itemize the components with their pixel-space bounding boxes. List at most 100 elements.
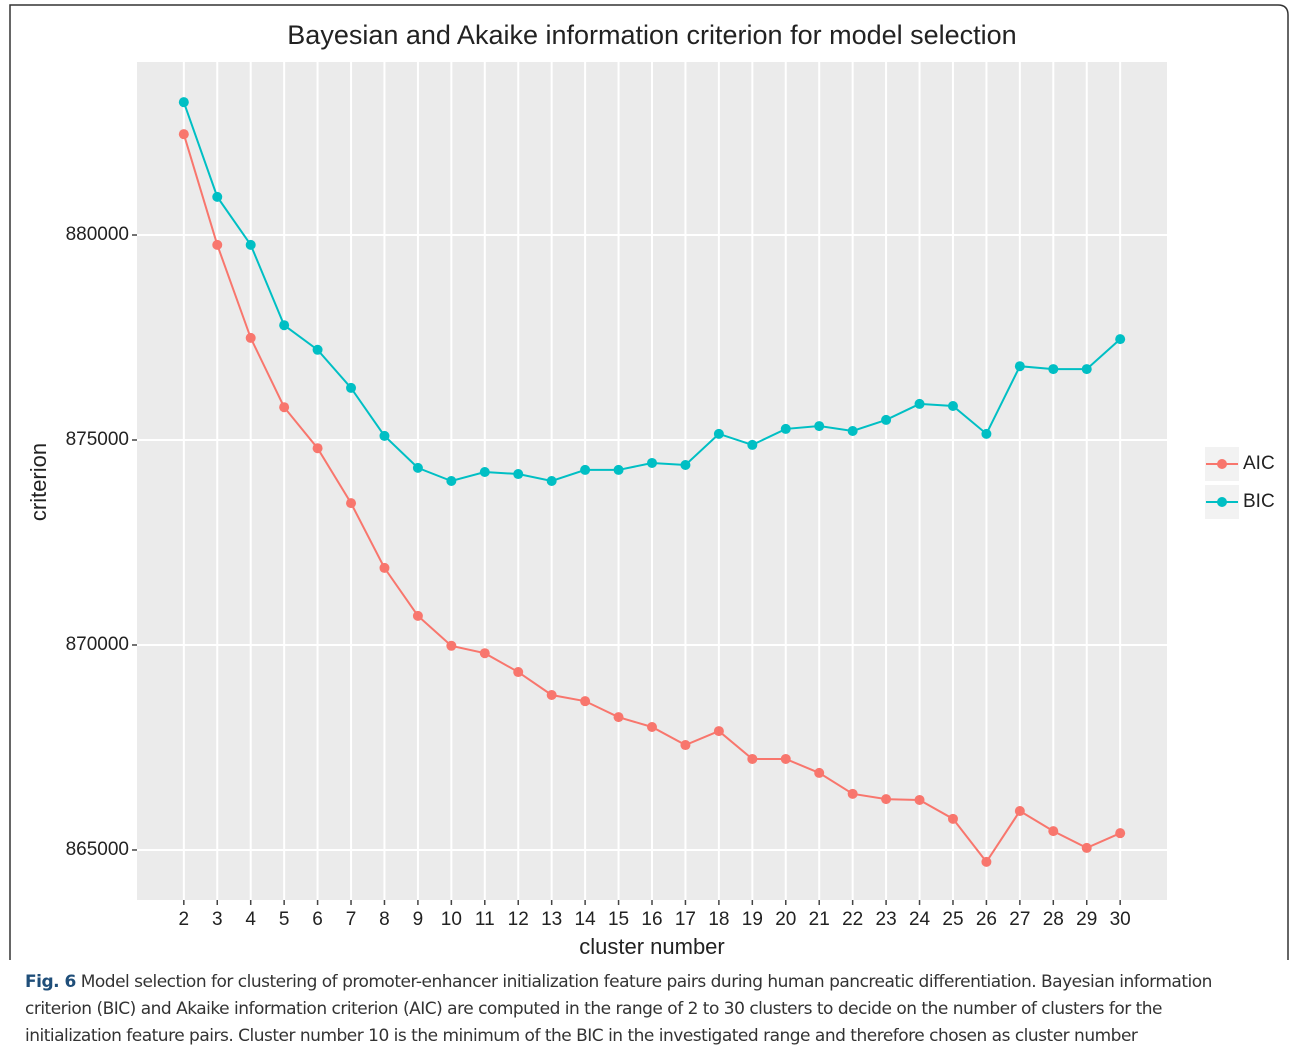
point	[1081, 364, 1092, 375]
x-tick-label: 4	[245, 909, 256, 930]
x-tick-label: 26	[976, 909, 997, 930]
point	[747, 439, 758, 450]
point	[981, 428, 992, 439]
point	[1014, 361, 1025, 372]
point	[446, 640, 457, 651]
x-tick-label: 17	[675, 909, 696, 930]
x-tick-label: 23	[876, 909, 897, 930]
point	[1081, 842, 1092, 853]
caption-line: criterion (BIC) and Akaike information c…	[25, 999, 1163, 1019]
x-tick-label: 15	[608, 909, 629, 930]
point	[212, 239, 223, 250]
point	[513, 469, 524, 480]
point	[914, 794, 925, 805]
caption-text: Model selection for clustering of promot…	[80, 972, 1213, 992]
x-tick-label: 24	[909, 909, 931, 930]
point	[780, 423, 791, 434]
point	[245, 239, 256, 250]
point	[479, 466, 490, 477]
x-tick-label: 20	[775, 909, 796, 930]
x-tick-label: 25	[942, 909, 963, 930]
point	[814, 421, 825, 432]
point	[780, 753, 791, 764]
point	[881, 794, 892, 805]
y-tick-label: 875000	[66, 429, 129, 450]
caption-line: Fig. 6 Model selection for clustering of…	[25, 972, 1212, 992]
x-tick-label: 29	[1076, 909, 1097, 930]
point	[479, 648, 490, 659]
x-tick-label: 18	[708, 909, 729, 930]
point	[446, 476, 457, 486]
x-tick-label: 30	[1110, 909, 1131, 930]
point	[713, 726, 724, 737]
point	[881, 414, 892, 425]
frame	[9, 4, 1289, 960]
point	[914, 398, 925, 409]
point	[279, 402, 290, 413]
point	[680, 740, 691, 751]
point	[647, 457, 657, 468]
point	[412, 610, 423, 621]
point	[379, 562, 390, 573]
legend-dot	[1217, 497, 1227, 507]
x-tick-label: 3	[212, 909, 223, 930]
y-tick-label: 870000	[66, 634, 129, 655]
x-tick-label: 27	[1009, 909, 1030, 930]
legend-dot	[1217, 459, 1227, 469]
x-tick-label: 19	[742, 909, 763, 930]
point	[346, 382, 357, 393]
x-tick-label: 2	[179, 909, 190, 930]
point	[178, 129, 189, 140]
point	[1115, 828, 1126, 839]
x-axis-title: cluster number	[579, 934, 725, 959]
x-tick-label: 11	[475, 909, 495, 930]
point	[546, 690, 557, 701]
x-tick-label: 13	[541, 909, 562, 930]
point	[580, 464, 591, 475]
y-tick-label: 865000	[66, 839, 129, 860]
point	[747, 753, 758, 764]
chart: Bayesian and Akaike information criterio…	[9, 4, 1289, 960]
point	[346, 498, 357, 509]
point	[680, 460, 691, 471]
point	[513, 667, 524, 678]
point	[412, 462, 423, 473]
point	[847, 788, 858, 799]
point	[1048, 826, 1059, 837]
x-tick-label: 21	[809, 909, 830, 930]
caption-line: initialization feature pairs. Cluster nu…	[25, 1026, 1138, 1046]
point	[312, 443, 323, 454]
point	[245, 332, 256, 343]
x-tick-label: 9	[413, 909, 424, 930]
x-tick-label: 8	[379, 909, 390, 930]
point	[1115, 334, 1126, 345]
point	[947, 813, 958, 824]
legend-label: BIC	[1243, 491, 1275, 512]
y-axis-title: criterion	[26, 443, 51, 521]
x-tick-label: 12	[508, 909, 529, 930]
point	[546, 476, 557, 486]
x-tick-label: 7	[346, 909, 357, 930]
point	[379, 430, 390, 441]
point	[178, 97, 189, 108]
x-tick-label: 28	[1043, 909, 1064, 930]
point	[1014, 806, 1025, 817]
point	[279, 320, 290, 331]
y-tick-label: 880000	[66, 224, 129, 245]
point	[212, 191, 223, 202]
point	[613, 464, 624, 475]
point	[847, 425, 858, 436]
point	[1048, 364, 1059, 375]
point	[814, 767, 825, 778]
x-tick-label: 10	[441, 909, 462, 930]
chart-title: Bayesian and Akaike information criterio…	[287, 20, 1016, 50]
point	[580, 696, 591, 707]
x-tick-label: 14	[575, 909, 597, 930]
x-tick-label: 16	[641, 909, 662, 930]
point	[312, 344, 323, 355]
x-tick-label: 6	[312, 909, 323, 930]
x-tick-label: 22	[842, 909, 863, 930]
point	[647, 721, 657, 732]
point	[981, 856, 992, 867]
